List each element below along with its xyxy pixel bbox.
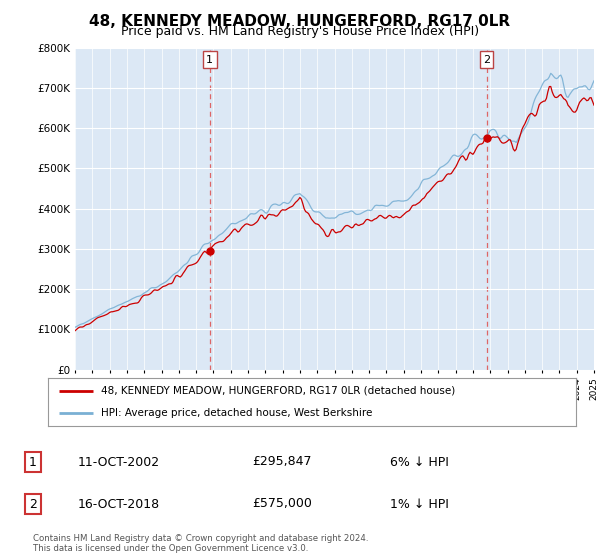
- Text: 11-OCT-2002: 11-OCT-2002: [78, 455, 160, 469]
- Text: 6% ↓ HPI: 6% ↓ HPI: [390, 455, 449, 469]
- Text: Price paid vs. HM Land Registry's House Price Index (HPI): Price paid vs. HM Land Registry's House …: [121, 25, 479, 38]
- Text: Contains HM Land Registry data © Crown copyright and database right 2024.
This d: Contains HM Land Registry data © Crown c…: [33, 534, 368, 553]
- Text: 48, KENNEDY MEADOW, HUNGERFORD, RG17 0LR (detached house): 48, KENNEDY MEADOW, HUNGERFORD, RG17 0LR…: [101, 386, 455, 396]
- Text: HPI: Average price, detached house, West Berkshire: HPI: Average price, detached house, West…: [101, 408, 372, 418]
- Text: £575,000: £575,000: [252, 497, 312, 511]
- Text: 48, KENNEDY MEADOW, HUNGERFORD, RG17 0LR: 48, KENNEDY MEADOW, HUNGERFORD, RG17 0LR: [89, 14, 511, 29]
- Text: £295,847: £295,847: [252, 455, 311, 469]
- Text: 2: 2: [29, 497, 37, 511]
- Text: 1: 1: [29, 455, 37, 469]
- Text: 1% ↓ HPI: 1% ↓ HPI: [390, 497, 449, 511]
- Text: 16-OCT-2018: 16-OCT-2018: [78, 497, 160, 511]
- Text: 2: 2: [483, 55, 490, 64]
- Text: 1: 1: [206, 55, 213, 64]
